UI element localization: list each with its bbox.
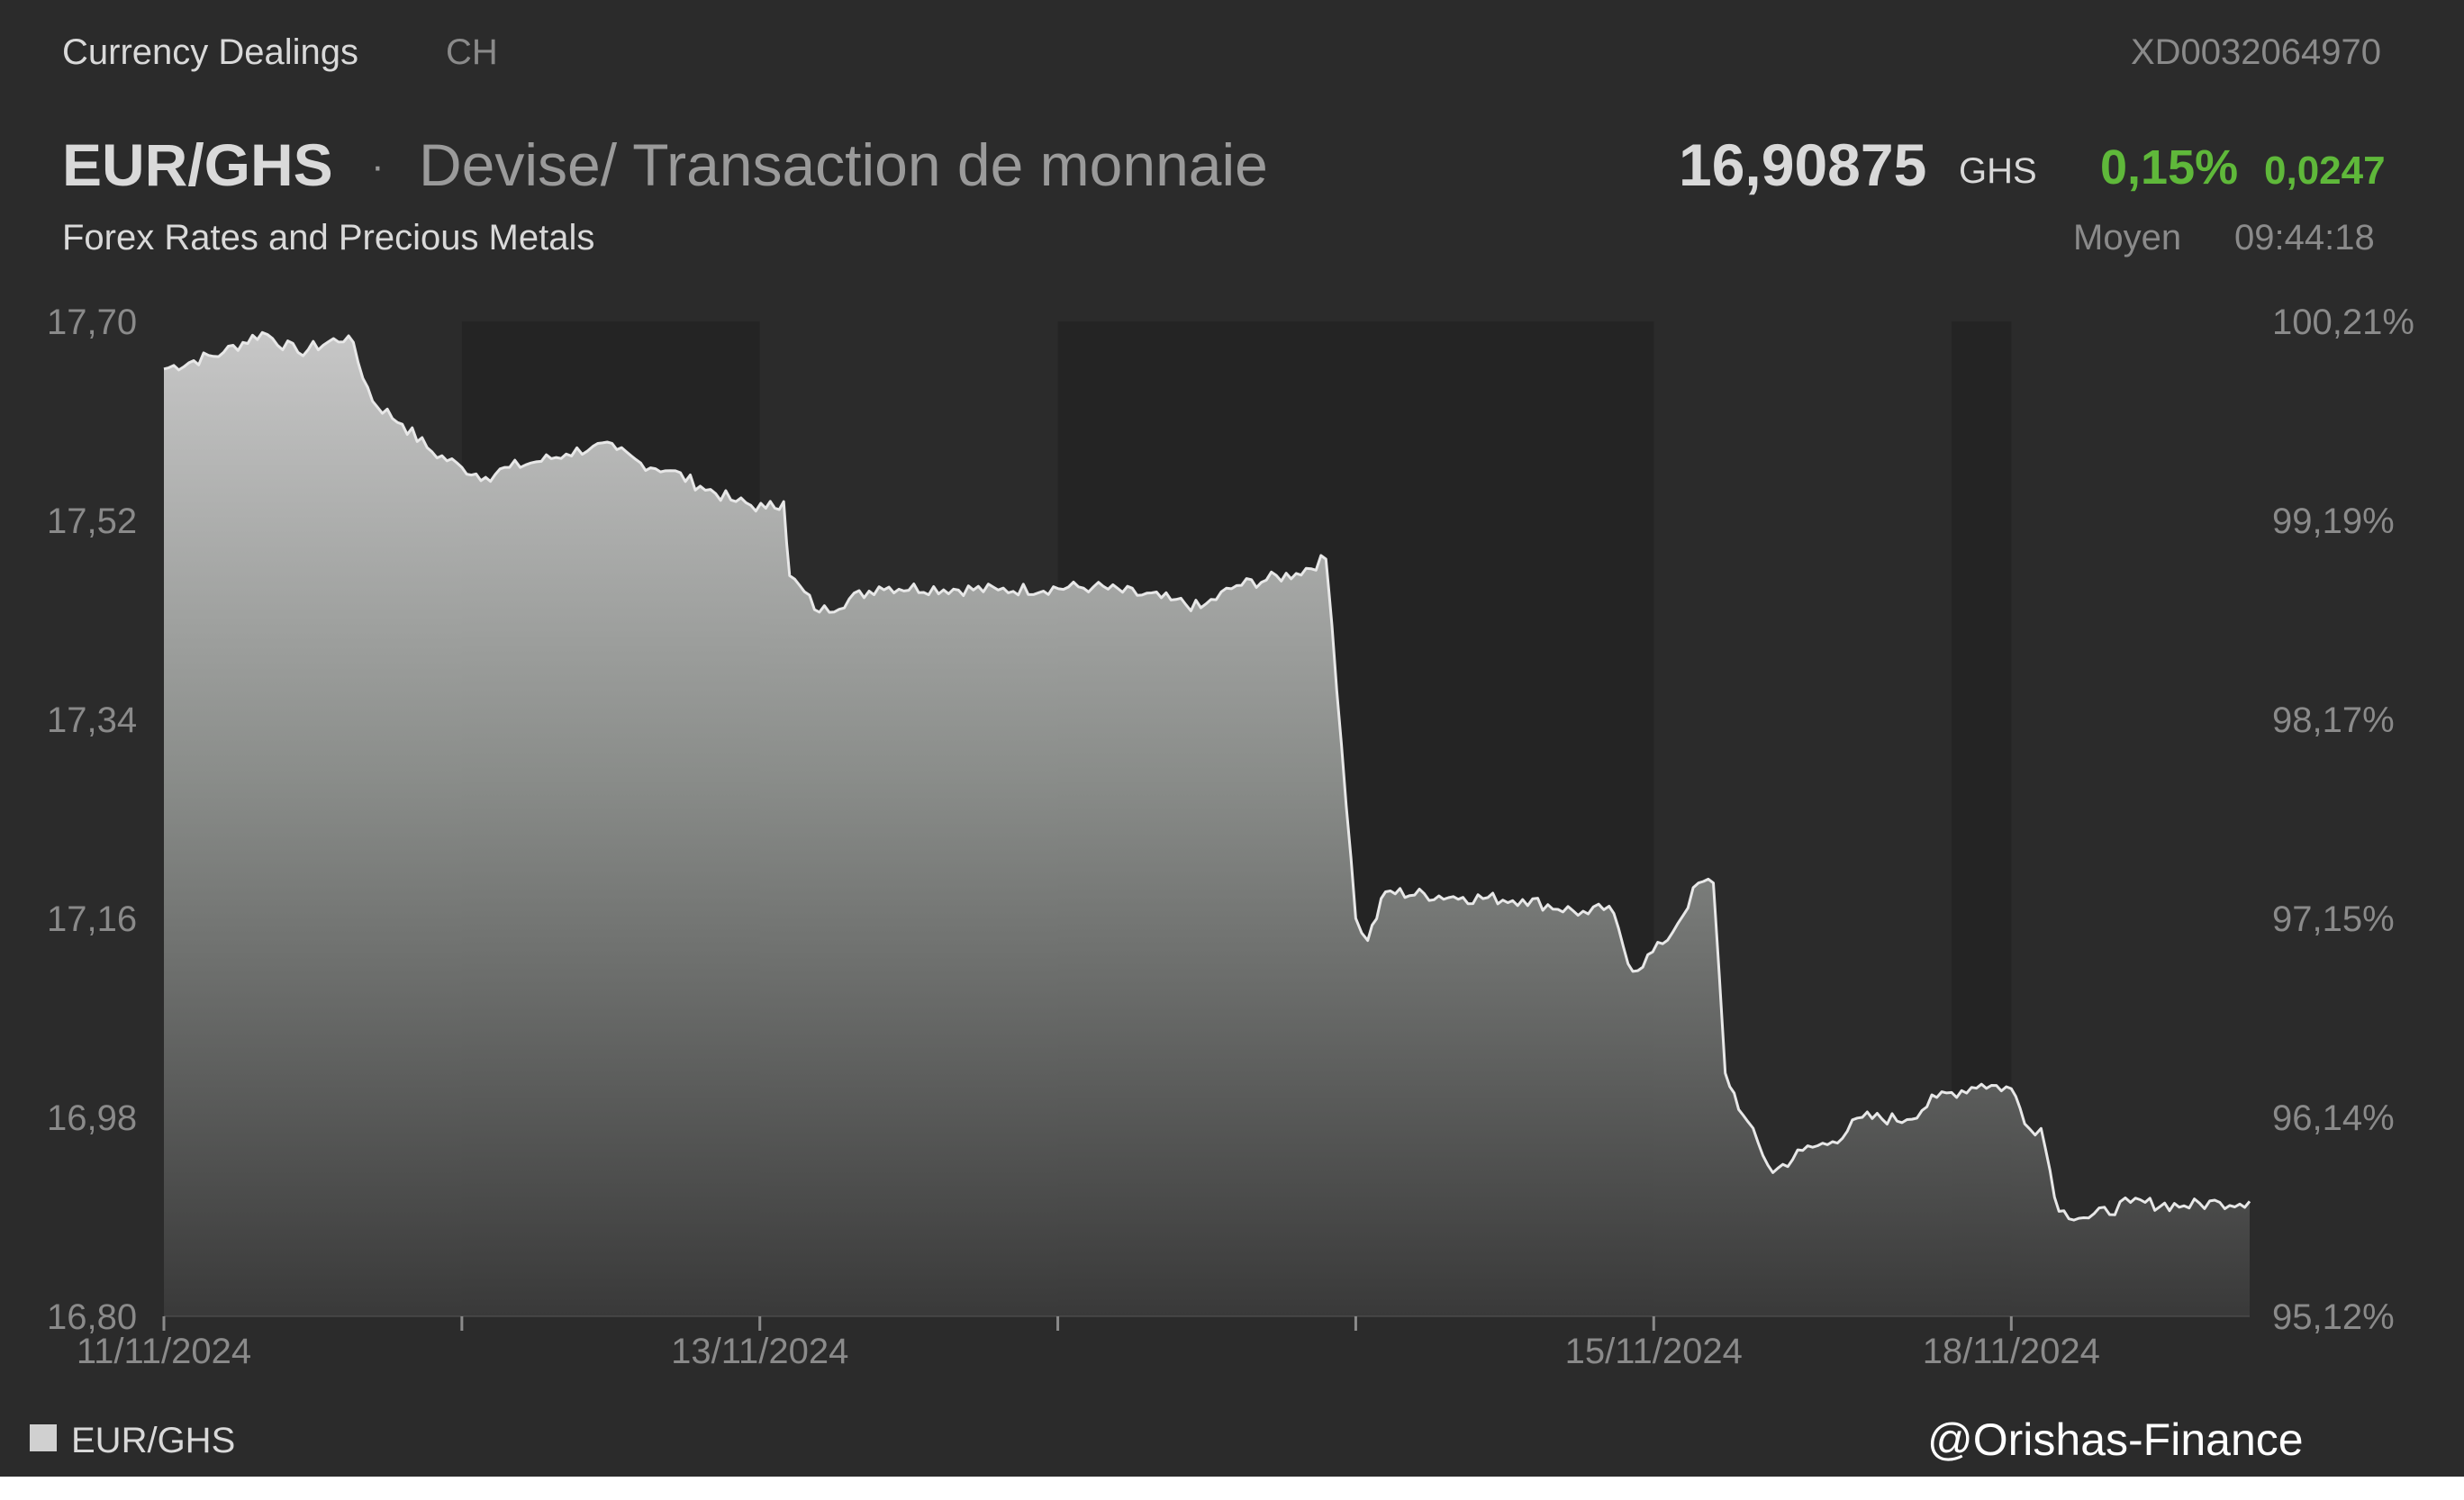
series-line: [163, 330, 2251, 1222]
y-tick-label-right: 98,17%: [2272, 700, 2395, 740]
y-tick-label-left: 17,34: [47, 700, 137, 740]
title-separator: ·: [371, 144, 385, 188]
x-tick-label: 11/11/2024: [77, 1332, 251, 1371]
change-percent: 0,15%: [2100, 140, 2239, 194]
x-tick-label: 18/11/2024: [1923, 1332, 2100, 1371]
series-area: [164, 332, 2250, 1316]
x-tick-label: 15/11/2024: [1565, 1332, 1743, 1371]
price-type: Moyen: [2073, 218, 2182, 258]
axis-layer: 11/11/2024 13/11/2024 15/11/2024 18/11/2024…: [47, 303, 2414, 1371]
change-absolute: 0,0247: [2264, 149, 2386, 193]
y-tick-label-left: 17,52: [47, 502, 137, 541]
instrument-category: Forex Rates and Precious Metals: [62, 218, 595, 258]
watermark: @Orishas-Finance: [1927, 1414, 2304, 1465]
last-price: 16,90875: [1679, 131, 1927, 198]
legend-label: EUR/GHS: [71, 1421, 236, 1460]
x-tick-label: 13/11/2024: [671, 1332, 848, 1371]
y-tick-label-right: 97,15%: [2272, 899, 2395, 939]
y-tick-label-left: 16,98: [47, 1098, 137, 1138]
y-tick-label-left: 17,70: [47, 303, 137, 342]
quote-time: 09:44:18: [2234, 218, 2375, 258]
instrument-description: Devise/ Transaction de monnaie: [419, 131, 1268, 198]
country-label: CH: [446, 32, 498, 72]
y-tick-label-right: 95,12%: [2272, 1297, 2395, 1337]
y-tick-label-right: 96,14%: [2272, 1098, 2395, 1138]
y-tick-label-left: 17,16: [47, 899, 137, 939]
isin-label: XD0032064970: [2130, 32, 2381, 72]
instrument-symbol: EUR/GHS: [62, 131, 333, 198]
legend-swatch: [30, 1424, 57, 1451]
area-layer: [163, 330, 2251, 1316]
provider-label: Currency Dealings: [62, 32, 359, 72]
price-currency: GHS: [1959, 151, 2037, 191]
y-tick-label-right: 100,21%: [2272, 303, 2414, 342]
y-tick-label-left: 16,80: [47, 1297, 137, 1337]
y-tick-label-right: 99,19%: [2272, 502, 2395, 541]
